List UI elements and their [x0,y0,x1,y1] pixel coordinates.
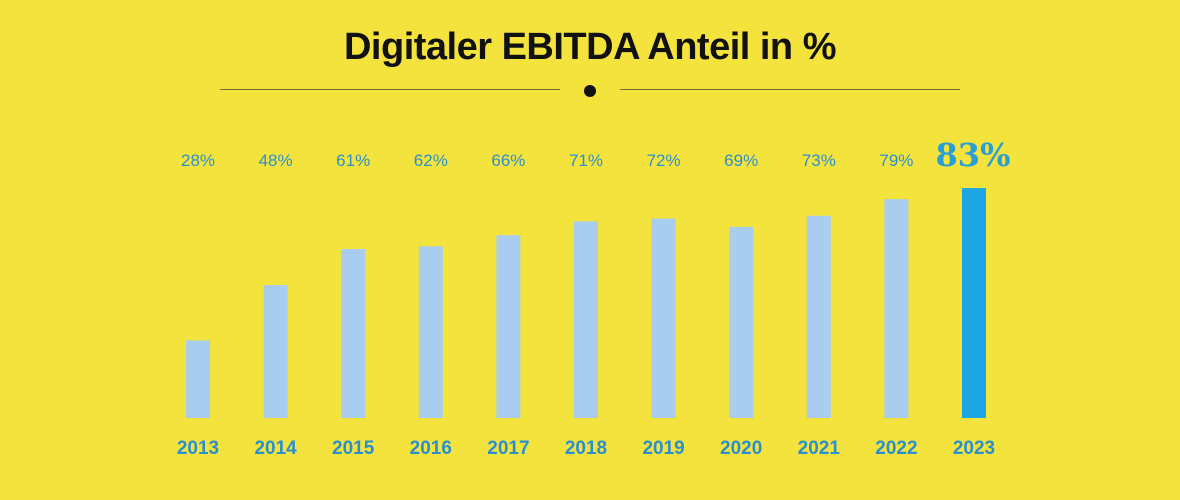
bar-2015 [341,249,366,418]
value-label-2023: 83% [936,136,1011,174]
bar-2016 [418,246,443,418]
x-tick-label-2020: 2020 [720,438,762,459]
x-tick-label-2021: 2021 [798,438,841,459]
bar-2014 [263,285,288,418]
title-divider-dot [584,85,596,97]
value-label-2014: 48% [259,151,293,170]
bar-2018 [574,221,598,418]
x-tick-label-2019: 2019 [642,438,684,459]
bar-2019 [651,218,676,418]
value-label-2022: 79% [879,151,913,170]
bar-2023 [962,188,986,418]
bar-2020 [729,226,754,418]
x-tick-label-2022: 2022 [875,438,917,459]
x-tick-label-2015: 2015 [332,438,375,459]
x-tick-label-2016: 2016 [410,438,452,459]
value-label-2017: 66% [491,151,525,170]
x-tick-label-2014: 2014 [254,438,297,459]
chart-title: Digitaler EBITDA Anteil in % [343,26,837,68]
value-label-2018: 71% [569,151,603,170]
bar-2017 [496,235,521,418]
title-divider-right [620,89,960,90]
value-label-2020: 69% [724,151,758,170]
value-label-2016: 62% [414,151,448,170]
bar-2013 [186,340,210,418]
title-divider-left [220,89,560,90]
value-label-2021: 73% [802,151,836,170]
bar-2022 [884,199,909,418]
x-tick-label-2023: 2023 [953,438,995,459]
x-tick-label-2013: 2013 [177,438,219,459]
value-label-2013: 28% [181,151,215,170]
value-label-2015: 61% [336,151,370,170]
value-label-2019: 72% [647,151,681,170]
bar-2021 [806,215,831,418]
x-tick-label-2017: 2017 [487,438,529,459]
x-tick-label-2018: 2018 [565,438,607,459]
